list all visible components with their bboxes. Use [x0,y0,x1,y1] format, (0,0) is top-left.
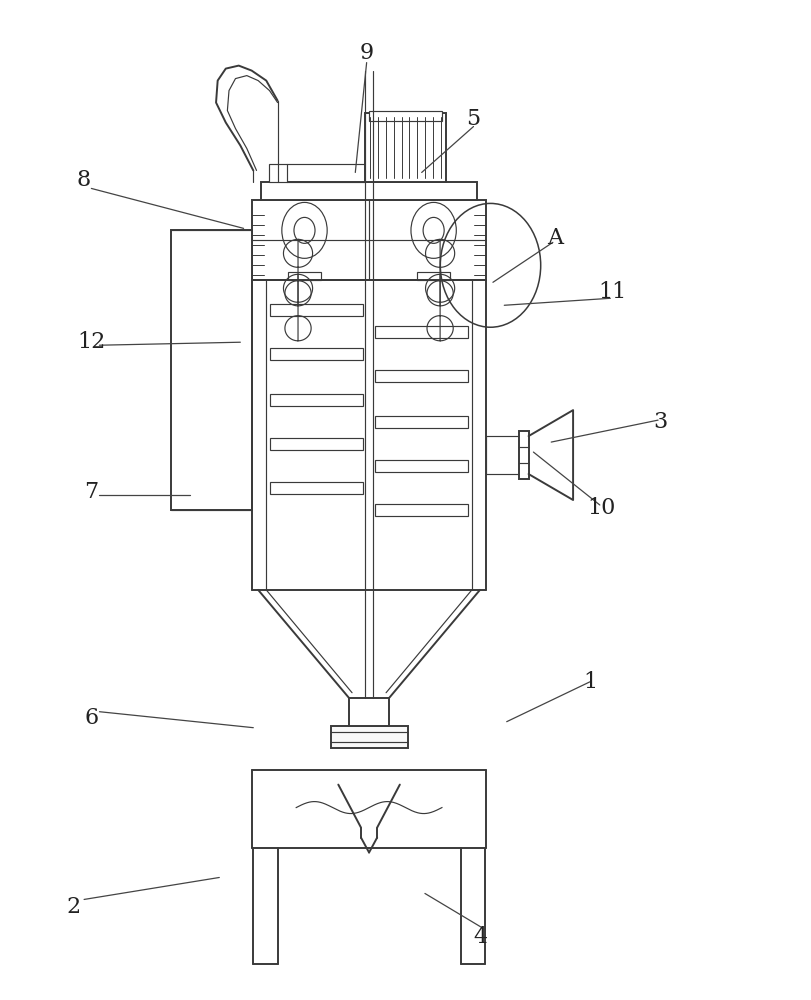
Bar [170,230,251,510]
Bar [270,348,363,360]
Bar [418,272,450,280]
Bar [375,326,468,338]
Text: 4: 4 [473,926,487,948]
Bar [288,272,320,280]
Bar [375,504,468,516]
Bar [269,164,287,182]
Text: 7: 7 [84,481,98,503]
Bar [369,111,442,121]
Text: A: A [547,227,564,249]
Text: 8: 8 [77,169,91,191]
Bar [251,200,487,280]
Bar [365,113,446,182]
Text: 10: 10 [587,497,616,519]
Text: 6: 6 [84,707,98,729]
Bar [270,438,363,450]
Text: 1: 1 [583,671,597,693]
Text: 12: 12 [77,331,105,353]
Bar [375,460,468,472]
Bar [519,431,529,479]
Bar [270,394,363,406]
Text: 3: 3 [654,411,667,433]
Bar [349,698,389,726]
Bar [270,482,363,494]
Bar [261,182,477,200]
Bar [375,370,468,382]
Bar [487,436,519,474]
Bar [375,416,468,428]
Text: 2: 2 [67,896,80,918]
Text: 5: 5 [466,108,481,130]
Bar [331,726,407,748]
Text: 11: 11 [599,281,627,303]
Text: 9: 9 [359,42,374,64]
Bar [270,304,363,316]
